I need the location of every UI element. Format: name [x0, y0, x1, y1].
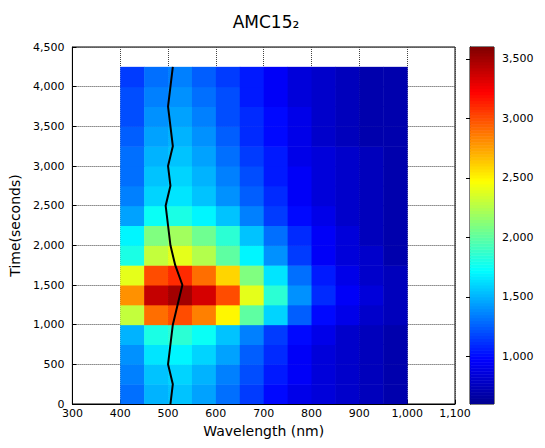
svg-text:3,500: 3,500 — [502, 52, 534, 65]
svg-text:3,000: 3,000 — [502, 112, 534, 125]
svg-text:1,500: 1,500 — [33, 279, 65, 292]
svg-text:500: 500 — [158, 407, 179, 420]
svg-text:900: 900 — [349, 407, 370, 420]
svg-text:1,000: 1,000 — [33, 318, 65, 331]
svg-text:1,100: 1,100 — [439, 407, 471, 420]
svg-text:0: 0 — [57, 397, 65, 411]
svg-text:3,500: 3,500 — [33, 120, 65, 133]
svg-text:Time(seconds): Time(seconds) — [7, 174, 23, 277]
svg-text:3,000: 3,000 — [33, 160, 65, 173]
svg-text:300: 300 — [62, 407, 83, 420]
svg-text:1,000: 1,000 — [502, 350, 534, 363]
svg-text:400: 400 — [110, 407, 131, 420]
svg-text:2,000: 2,000 — [33, 239, 65, 252]
svg-text:800: 800 — [301, 407, 322, 420]
svg-text:500: 500 — [43, 358, 64, 371]
svg-text:1,500: 1,500 — [502, 290, 534, 303]
svg-text:2,000: 2,000 — [502, 231, 534, 244]
svg-text:700: 700 — [253, 407, 274, 420]
svg-text:1,000: 1,000 — [391, 407, 423, 420]
svg-text:2,500: 2,500 — [502, 171, 534, 184]
svg-text:4,500: 4,500 — [33, 41, 65, 54]
svg-text:2,500: 2,500 — [33, 199, 65, 212]
svg-text:AMC15₂: AMC15₂ — [233, 12, 300, 32]
svg-text:Wavelength (nm): Wavelength (nm) — [203, 423, 324, 439]
svg-text:4,000: 4,000 — [33, 80, 65, 93]
svg-text:600: 600 — [205, 407, 226, 420]
